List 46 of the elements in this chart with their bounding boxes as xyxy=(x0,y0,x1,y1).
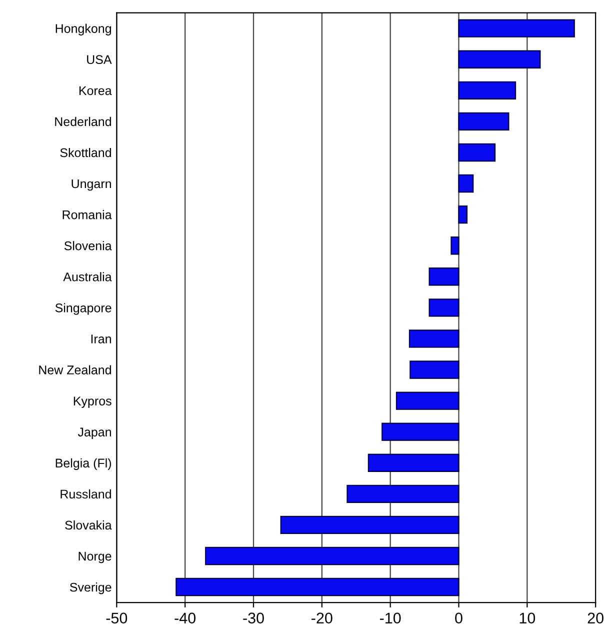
y-tick-label: Australia xyxy=(63,272,112,282)
x-tick-label: -50 xyxy=(106,612,128,624)
y-tick-label: Russland xyxy=(60,489,111,499)
bar xyxy=(428,298,460,317)
x-tick-label: -30 xyxy=(243,612,264,624)
bar xyxy=(382,422,460,441)
bar xyxy=(428,268,460,286)
x-tick-label: -20 xyxy=(312,612,332,624)
y-tick-label: Kypros xyxy=(74,396,112,408)
y-tick-label: Norge xyxy=(78,552,112,564)
x-tick-label: 10 xyxy=(520,612,536,624)
bar xyxy=(458,205,468,224)
bar xyxy=(346,484,460,503)
bar xyxy=(458,174,474,193)
bar xyxy=(408,330,460,348)
y-tick-label: Slovakia xyxy=(65,520,112,530)
x-tick-label: -40 xyxy=(174,612,196,624)
y-tick-label: Slovenia xyxy=(64,241,112,250)
y-tick-label: Sverige xyxy=(70,582,112,594)
bar xyxy=(280,516,460,534)
bar xyxy=(450,236,460,255)
y-tick-label: USA xyxy=(87,55,112,64)
bar xyxy=(458,50,541,68)
bar xyxy=(205,546,460,566)
bar xyxy=(396,392,460,410)
y-tick-label: Ungarn xyxy=(72,179,111,191)
bar xyxy=(458,112,510,131)
y-tick-label: Japan xyxy=(78,428,111,439)
bar xyxy=(368,454,460,472)
x-tick-label: -10 xyxy=(380,612,401,624)
x-tick-label: 20 xyxy=(588,612,604,624)
y-tick-label: Singapore xyxy=(55,303,112,315)
y-tick-label: Iran xyxy=(91,334,111,344)
bar xyxy=(458,143,496,162)
y-tick-label: Hongkong xyxy=(56,24,111,36)
y-tick-label: Korea xyxy=(79,86,112,96)
y-tick-label: Nederland xyxy=(55,116,111,126)
y-tick-label: Romania xyxy=(62,210,112,220)
bar xyxy=(176,578,460,596)
bar xyxy=(458,81,516,100)
y-tick-label: New Zealand xyxy=(39,365,111,374)
bar xyxy=(458,19,575,38)
bar xyxy=(410,360,460,379)
y-tick-label: Belgia (Fl) xyxy=(56,458,112,470)
x-tick-label: 0 xyxy=(455,612,462,624)
y-tick-label: Skottland xyxy=(60,148,111,158)
